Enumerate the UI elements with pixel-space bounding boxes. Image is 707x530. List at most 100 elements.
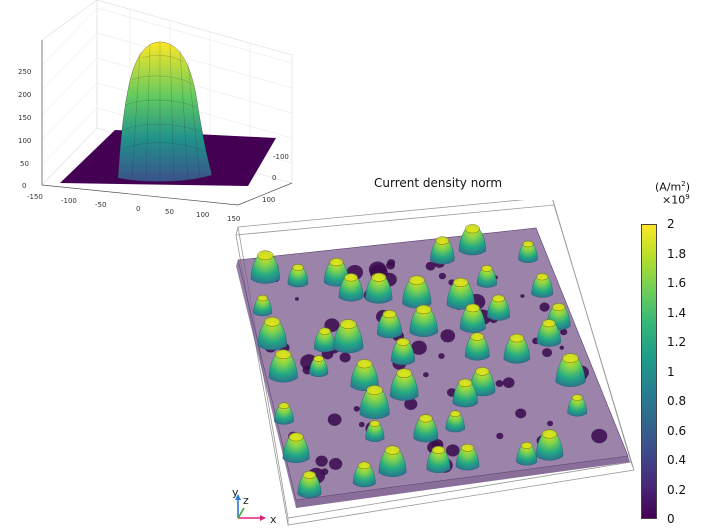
current-isosurface bbox=[535, 429, 564, 461]
current-isosurface bbox=[390, 337, 415, 366]
colorbar-tick-label: 1.4 bbox=[667, 305, 687, 320]
current-isosurface bbox=[378, 445, 407, 477]
pore bbox=[495, 380, 504, 388]
current-isosurface bbox=[503, 333, 531, 364]
svg-text:200: 200 bbox=[18, 91, 31, 99]
pore bbox=[520, 294, 525, 298]
inset-y-ticks: -100 0 100 bbox=[262, 153, 289, 204]
inset-x-ticks: -150 -100 -50 0 50 100 150 bbox=[27, 193, 240, 223]
pore bbox=[353, 405, 360, 412]
pore bbox=[315, 455, 328, 467]
current-isosurface bbox=[274, 402, 294, 425]
axis-x-label: x bbox=[270, 513, 277, 526]
pore bbox=[539, 302, 550, 312]
svg-text:50: 50 bbox=[165, 208, 174, 216]
slab-front-edge bbox=[296, 456, 630, 508]
pore bbox=[547, 420, 554, 427]
svg-text:50: 50 bbox=[20, 160, 29, 168]
pore bbox=[423, 372, 429, 378]
pore bbox=[385, 261, 395, 270]
pore bbox=[515, 408, 527, 419]
current-isosurface bbox=[413, 414, 439, 443]
current-isosurface bbox=[555, 353, 586, 387]
pore bbox=[591, 428, 608, 444]
current-isosurface bbox=[567, 394, 588, 417]
inset-surface-plot: 0 50 100 150 200 250 -150 -100 -50 0 50 … bbox=[18, 0, 293, 223]
current-isosurface bbox=[376, 309, 403, 339]
isosurface-group bbox=[250, 224, 588, 499]
pore bbox=[329, 457, 343, 470]
pore bbox=[404, 398, 418, 410]
colorbar-tick-label: 2 bbox=[667, 217, 675, 231]
current-isosurface bbox=[257, 316, 287, 351]
colorbar bbox=[641, 224, 657, 519]
pore bbox=[502, 377, 515, 388]
current-isosurface bbox=[359, 385, 390, 420]
svg-text:-100: -100 bbox=[273, 153, 289, 161]
current-isosurface bbox=[464, 332, 490, 361]
colorbar-tick-label: 0 bbox=[667, 512, 675, 526]
slab-left-edge bbox=[236, 260, 296, 508]
current-isosurface bbox=[531, 273, 554, 298]
current-isosurface bbox=[350, 358, 379, 391]
colorbar-tick-label: 1 bbox=[667, 364, 675, 379]
current-isosurface bbox=[430, 236, 455, 265]
svg-text:-100: -100 bbox=[61, 197, 77, 205]
current-isosurface bbox=[313, 327, 336, 353]
current-isosurface bbox=[365, 420, 385, 442]
current-isosurface bbox=[452, 378, 478, 408]
pore bbox=[339, 352, 351, 363]
svg-text:-50: -50 bbox=[95, 201, 106, 209]
svg-text:150: 150 bbox=[227, 215, 240, 223]
svg-text:0: 0 bbox=[136, 205, 140, 213]
colorbar-multiplier: ×109 bbox=[662, 193, 690, 207]
colorbar-tick-label: 1.8 bbox=[667, 246, 687, 261]
pore bbox=[411, 340, 427, 355]
svg-text:100: 100 bbox=[18, 137, 31, 145]
current-isosurface bbox=[323, 257, 350, 287]
current-isosurface bbox=[365, 272, 393, 304]
colorbar-tick-label: 0.6 bbox=[667, 423, 687, 438]
svg-text:100: 100 bbox=[196, 211, 209, 219]
main-plot-title: Current density norm bbox=[374, 176, 503, 190]
svg-text:150: 150 bbox=[18, 114, 31, 122]
axis-z-label: z bbox=[243, 494, 249, 507]
svg-text:0: 0 bbox=[272, 174, 276, 182]
current-isosurface bbox=[352, 461, 376, 488]
current-isosurface bbox=[282, 432, 310, 463]
current-isosurface bbox=[458, 224, 487, 256]
current-isosurface bbox=[536, 319, 562, 347]
current-isosurface bbox=[459, 303, 486, 333]
current-isosurface bbox=[309, 355, 329, 377]
current-isosurface bbox=[253, 294, 273, 317]
current-density-scene bbox=[235, 200, 635, 526]
current-isosurface bbox=[333, 319, 364, 354]
svg-text:0: 0 bbox=[22, 182, 26, 190]
colorbar-tick-label: 0.8 bbox=[667, 394, 687, 408]
inset-surface-mesh bbox=[121, 42, 207, 182]
current-isosurface bbox=[518, 240, 538, 263]
bounding-box bbox=[235, 200, 635, 526]
pore bbox=[425, 261, 436, 271]
current-isosurface bbox=[268, 349, 298, 383]
inset-z-ticks: 0 50 100 150 200 250 bbox=[18, 68, 31, 190]
current-isosurface bbox=[426, 445, 451, 474]
current-isosurface bbox=[469, 366, 496, 397]
pore bbox=[358, 421, 365, 428]
inset-gridlines bbox=[41, 7, 293, 171]
inset-gaussian-surface bbox=[117, 41, 213, 182]
colorbar-tick-label: 1.6 bbox=[667, 276, 687, 290]
axes-orientation-indicator: y z x bbox=[232, 486, 277, 526]
pore bbox=[496, 432, 504, 440]
current-isosurface bbox=[250, 250, 280, 284]
current-isosurface bbox=[409, 304, 438, 337]
pore bbox=[438, 353, 445, 359]
current-isosurface bbox=[402, 275, 432, 309]
svg-text:250: 250 bbox=[18, 68, 31, 76]
current-isosurface bbox=[297, 470, 322, 499]
current-isosurface bbox=[487, 294, 510, 321]
current-isosurface bbox=[516, 441, 538, 466]
current-isosurface bbox=[455, 443, 480, 471]
svg-text:-150: -150 bbox=[27, 193, 43, 201]
